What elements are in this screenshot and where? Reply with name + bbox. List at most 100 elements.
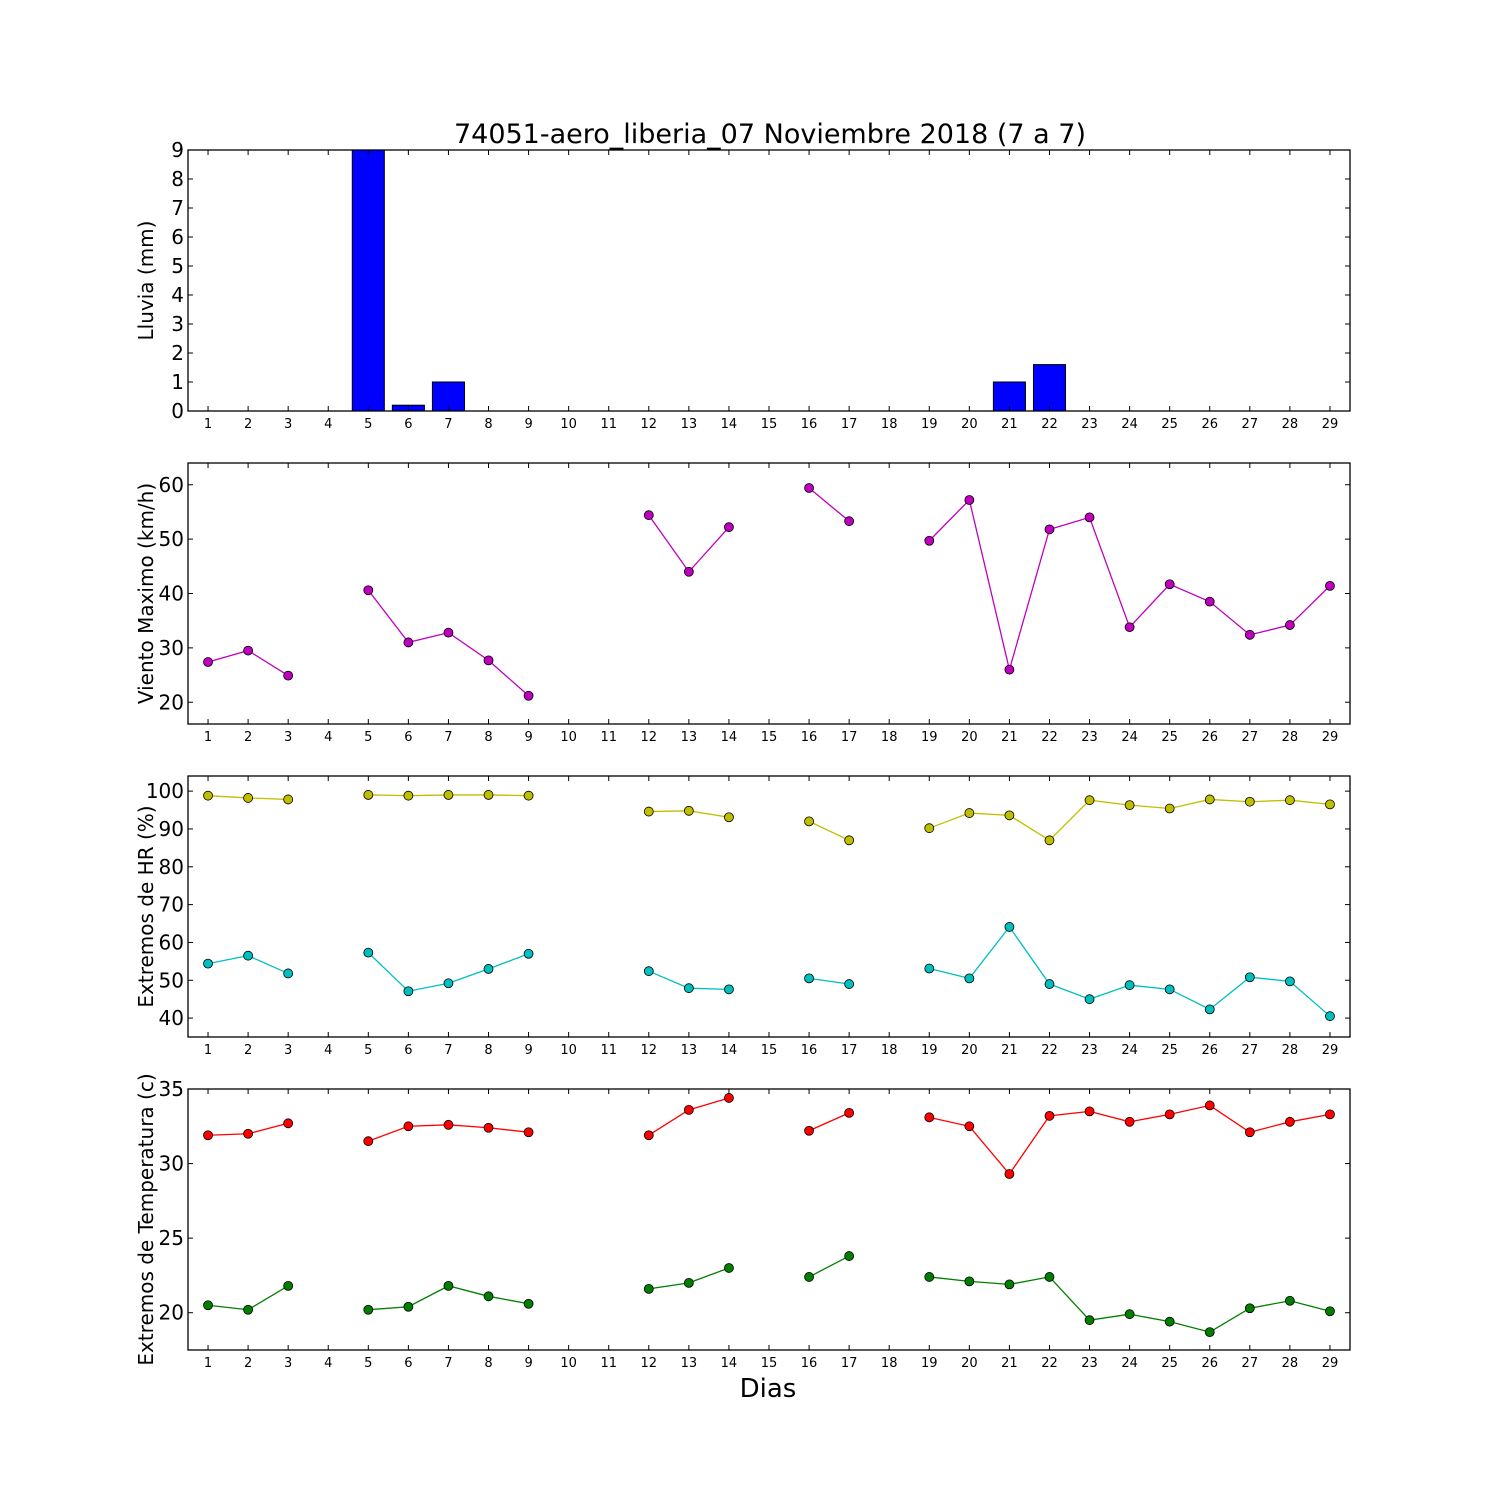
x-tick-label: 25 (1161, 1043, 1178, 1058)
point-day-28 (1284, 1295, 1295, 1306)
x-tick-label: 19 (921, 1043, 938, 1058)
series-line-segment (929, 925, 1331, 1017)
point-day-17 (844, 516, 855, 527)
series-1 (203, 483, 1335, 701)
x-tick-label: 13 (681, 730, 698, 745)
x-tick-label: 18 (881, 417, 898, 432)
x-tick-label: 19 (921, 730, 938, 745)
point-day-6 (403, 790, 414, 801)
point-day-21 (1004, 810, 1015, 821)
point-day-25 (1164, 803, 1175, 814)
point-day-19 (924, 963, 935, 974)
series-2 (203, 1251, 1335, 1338)
point-day-3 (283, 670, 294, 681)
x-tick-label: 9 (524, 417, 532, 432)
point-day-19 (924, 1272, 935, 1282)
point-day-24 (1124, 1116, 1135, 1127)
point-day-9 (523, 948, 534, 959)
x-tick-label: 22 (1041, 730, 1058, 745)
x-tick-label: 27 (1242, 417, 1259, 432)
point-day-25 (1164, 1109, 1175, 1120)
x-tick-label: 10 (560, 1043, 577, 1058)
point-day-1 (203, 958, 213, 969)
x-tick-label: 4 (324, 730, 332, 745)
x-tick-label: 4 (324, 1043, 332, 1058)
point-day-27 (1244, 629, 1255, 640)
point-day-19 (924, 535, 935, 546)
x-tick-label: 2 (244, 1043, 252, 1058)
point-day-17 (844, 979, 855, 989)
x-tick-label: 7 (444, 730, 452, 745)
x-tick-label: 9 (524, 730, 532, 745)
x-tick-label: 11 (600, 417, 617, 432)
point-day-17 (844, 1107, 855, 1118)
x-tick-label: 24 (1121, 1356, 1138, 1371)
point-day-28 (1284, 976, 1295, 987)
x-tick-label: 4 (324, 1356, 332, 1371)
point-day-20 (964, 1121, 975, 1132)
x-tick-label: 23 (1081, 417, 1098, 432)
y-tick-label: 9 (171, 138, 184, 162)
x-tick-label: 5 (364, 730, 372, 745)
x-tick-label: 3 (284, 417, 292, 432)
point-day-2 (243, 1128, 254, 1139)
x-tick-label: 15 (761, 417, 778, 432)
x-tick-label: 14 (721, 417, 738, 432)
x-tick-label: 10 (560, 417, 577, 432)
x-axis-label: Dias (740, 1374, 797, 1404)
x-tick-label: 28 (1282, 417, 1299, 432)
series-line-segment (808, 1112, 850, 1132)
point-day-7 (443, 978, 454, 989)
chart-title: 74051-aero_liberia_07 Noviembre 2018 (7 … (454, 119, 1086, 150)
point-day-23 (1084, 994, 1095, 1005)
y-tick-label: 30 (159, 1152, 184, 1176)
point-day-17 (844, 835, 855, 846)
point-day-19 (924, 1112, 935, 1123)
point-day-7 (443, 1280, 454, 1291)
x-tick-label: 17 (841, 730, 858, 745)
point-day-3 (283, 794, 294, 805)
x-tick-label: 2 (244, 730, 252, 745)
x-tick-label: 20 (961, 1356, 978, 1371)
y-tick-label: 1 (171, 370, 184, 394)
point-day-22 (1044, 835, 1055, 846)
plot-frame (187, 775, 1351, 1038)
x-tick-label: 6 (404, 1043, 412, 1058)
point-day-16 (804, 973, 814, 984)
series-line-segment (808, 487, 850, 522)
point-day-16 (804, 1272, 814, 1282)
x-tick-label: 7 (444, 417, 452, 432)
x-tick-label: 14 (721, 730, 738, 745)
x-tick-label: 27 (1242, 1356, 1259, 1371)
y-tick-label: 40 (159, 582, 184, 606)
point-day-22 (1044, 979, 1055, 989)
y-axis-label: Lluvia (mm) (134, 221, 158, 341)
x-tick-label: 22 (1041, 1043, 1058, 1058)
point-day-20 (964, 1276, 975, 1287)
point-day-9 (523, 790, 534, 801)
x-tick-label: 2 (244, 1356, 252, 1371)
x-tick-label: 20 (961, 417, 978, 432)
point-day-5 (363, 947, 374, 958)
point-day-5 (363, 1304, 374, 1315)
x-tick-label: 4 (324, 417, 332, 432)
point-day-19 (924, 823, 935, 834)
x-tick-label: 1 (204, 417, 212, 432)
series-line-segment (648, 1097, 730, 1136)
x-tick-label: 24 (1121, 730, 1138, 745)
x-tick-label: 20 (961, 1043, 978, 1058)
x-tick-label: 11 (600, 730, 617, 745)
y-tick-label: 70 (159, 893, 184, 917)
y-tick-label: 25 (159, 1226, 184, 1250)
point-day-8 (483, 790, 494, 800)
x-tick-label: 9 (524, 1356, 532, 1371)
bar-day-22 (1032, 364, 1067, 412)
x-tick-label: 12 (641, 1043, 658, 1058)
x-tick-label: 15 (761, 1043, 778, 1058)
x-tick-label: 10 (560, 1356, 577, 1371)
x-tick-label: 21 (1001, 1356, 1018, 1371)
